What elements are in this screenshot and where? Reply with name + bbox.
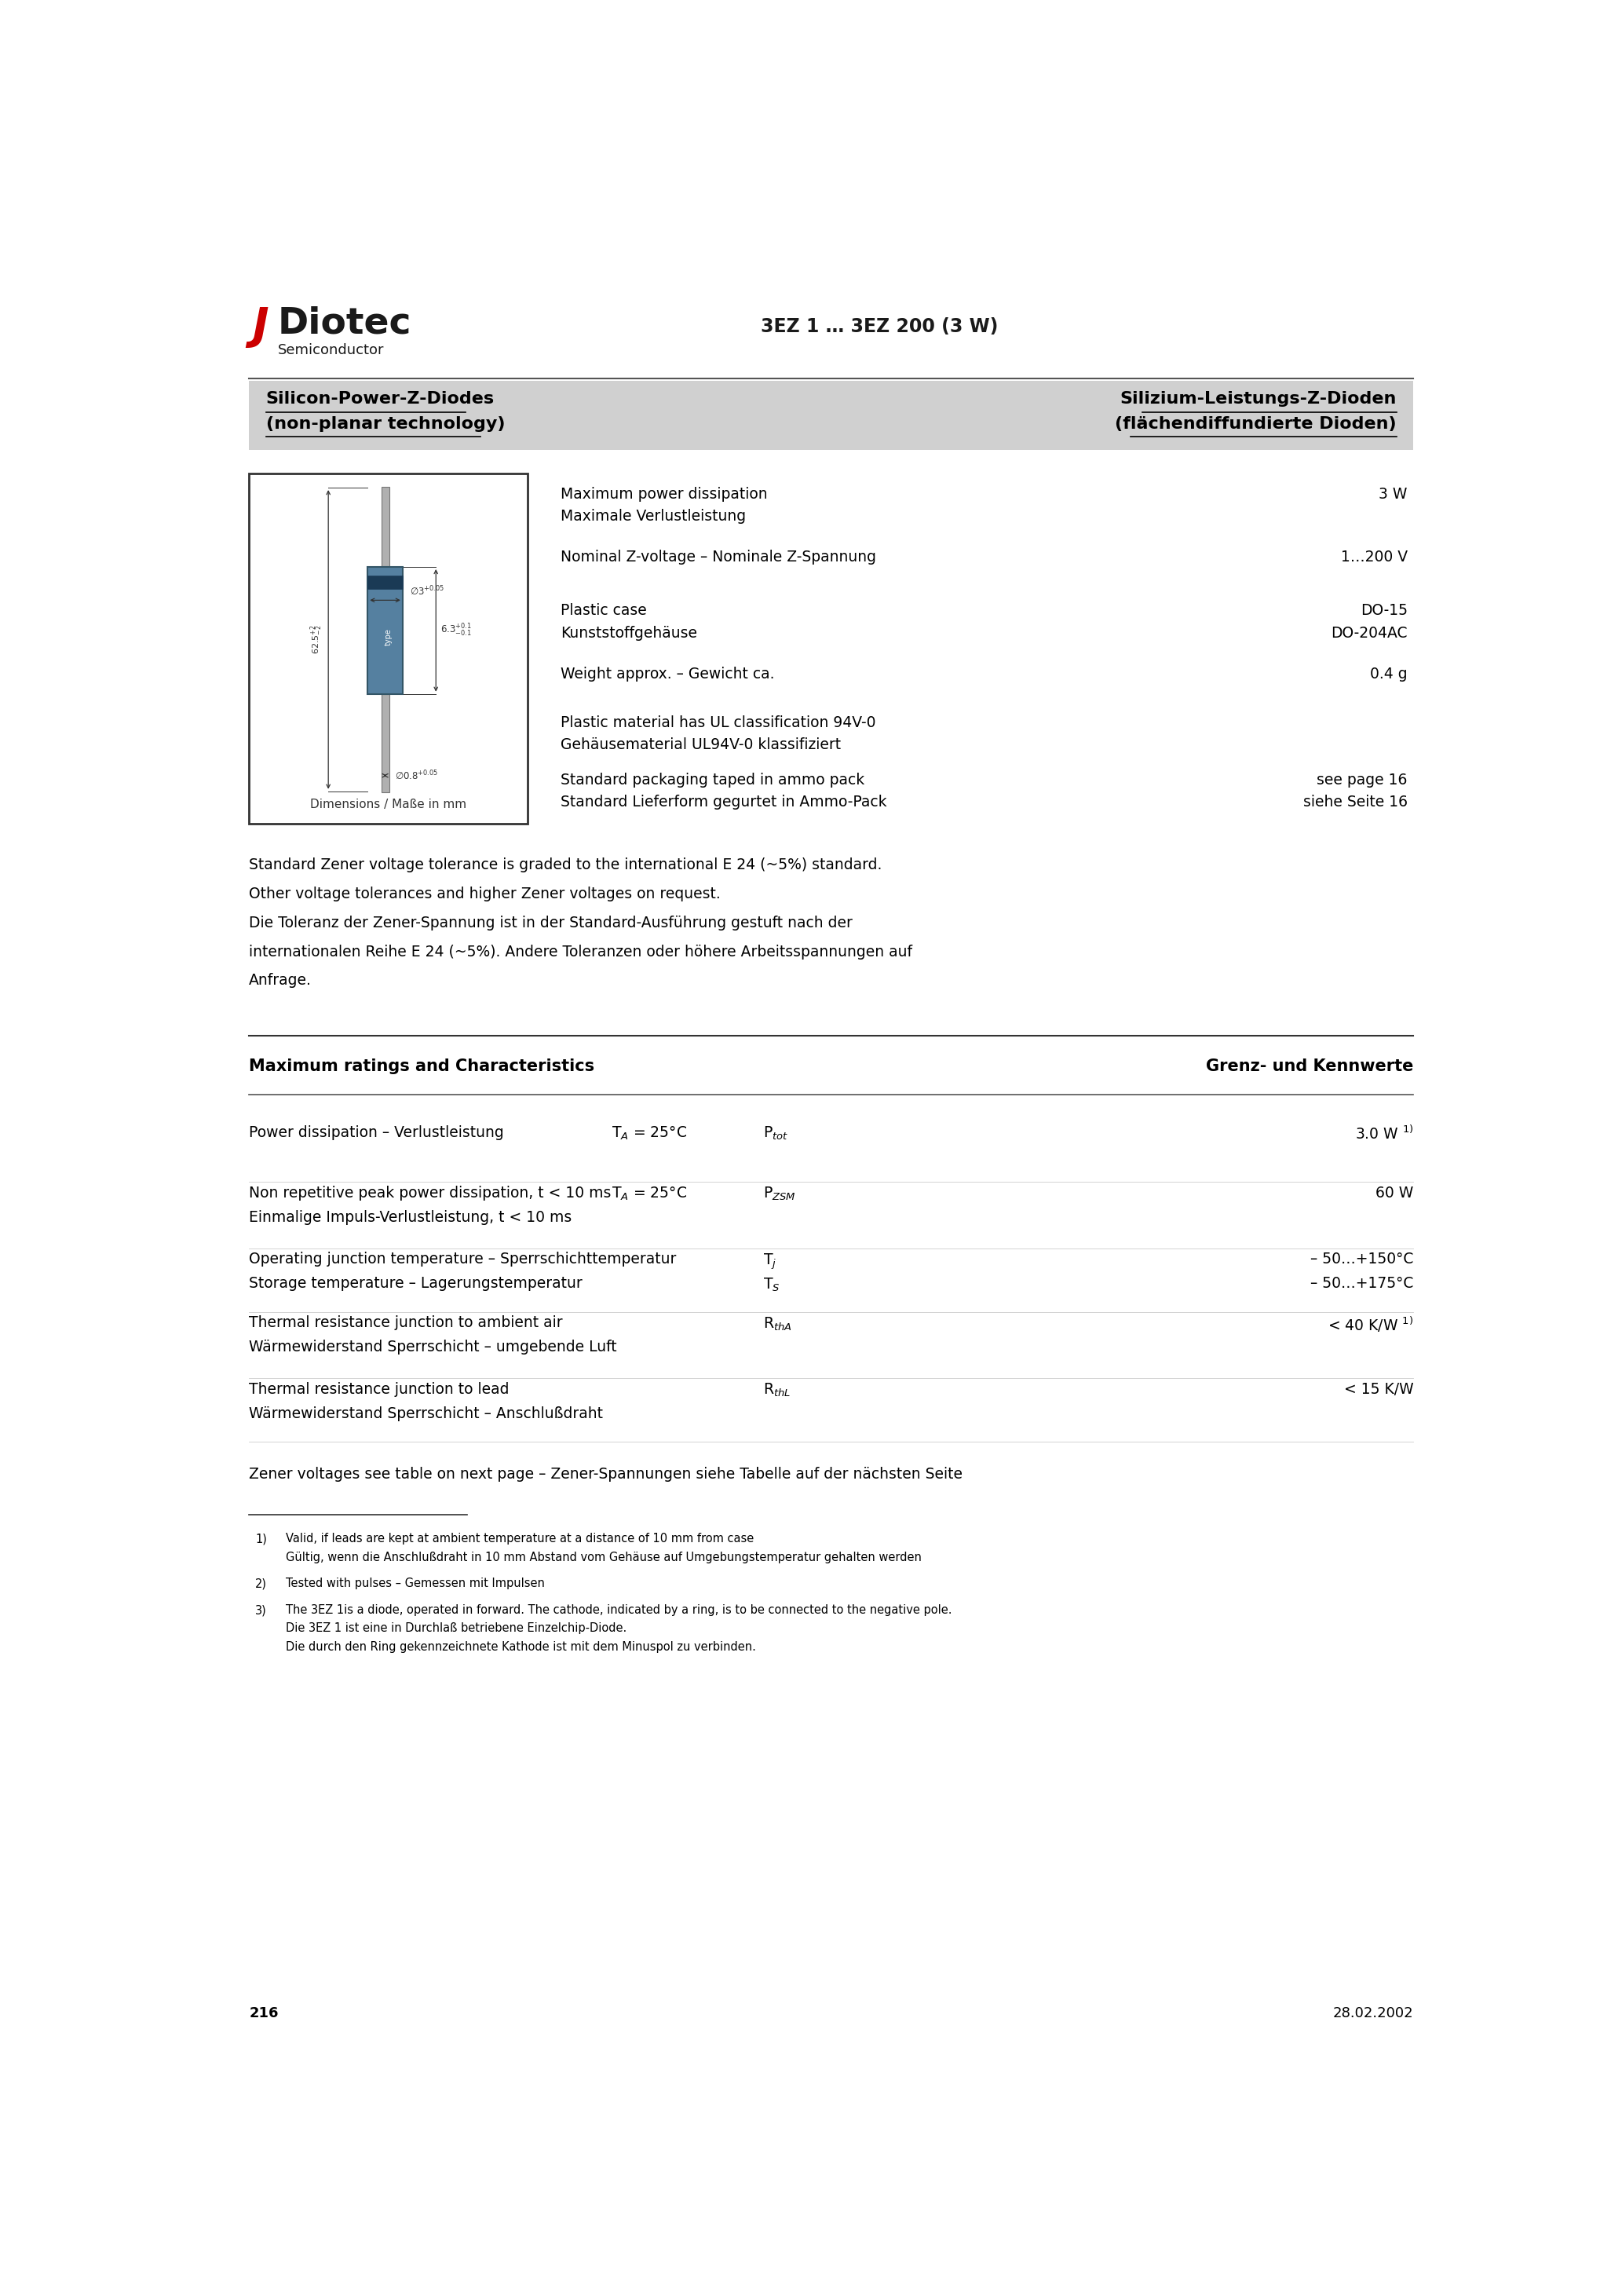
Text: 60 W: 60 W (1375, 1185, 1413, 1201)
Text: siehe Seite 16: siehe Seite 16 (1302, 794, 1408, 810)
Text: Non repetitive peak power dissipation, t < 10 ms: Non repetitive peak power dissipation, t… (250, 1185, 611, 1201)
Text: T$_j$: T$_j$ (762, 1251, 777, 1272)
Bar (368, 576, 402, 588)
Text: The 3EZ 1is a diode, operated in forward. The cathode, indicated by a ring, is t: The 3EZ 1is a diode, operated in forward… (285, 1605, 952, 1616)
Text: 1): 1) (255, 1534, 268, 1545)
Text: R$_{thA}$: R$_{thA}$ (762, 1316, 792, 1332)
Text: Dimensions / Maße in mm: Dimensions / Maße in mm (310, 799, 467, 810)
Text: J: J (251, 305, 268, 349)
Text: 6.3$^{+0.1}_{-0.1}$: 6.3$^{+0.1}_{-0.1}$ (441, 622, 472, 638)
Text: Wärmewiderstand Sperrschicht – Anschlußdraht: Wärmewiderstand Sperrschicht – Anschlußd… (250, 1405, 603, 1421)
Text: T$_A$ = 25°C: T$_A$ = 25°C (611, 1125, 688, 1141)
Text: Silizium-Leistungs-Z-Dioden: Silizium-Leistungs-Z-Dioden (1119, 390, 1397, 406)
Text: Einmalige Impuls-Verlustleistung, t < 10 ms: Einmalige Impuls-Verlustleistung, t < 10… (250, 1210, 573, 1224)
Text: Operating junction temperature – Sperrschichttemperatur: Operating junction temperature – Sperrsc… (250, 1251, 676, 1267)
Bar (381, 693, 389, 792)
Text: 3EZ 1 … 3EZ 200 (3 W): 3EZ 1 … 3EZ 200 (3 W) (761, 317, 998, 335)
Text: Plastic material has UL classification 94V-0: Plastic material has UL classification 9… (561, 714, 876, 730)
Text: Nominal Z-voltage – Nominale Z-Spannung: Nominal Z-voltage – Nominale Z-Spannung (561, 551, 876, 565)
Text: 2): 2) (255, 1577, 268, 1589)
Text: Die Toleranz der Zener-Spannung ist in der Standard-Ausführung gestuft nach der: Die Toleranz der Zener-Spannung ist in d… (250, 916, 853, 930)
Text: $\varnothing$3$^{+0.05}$: $\varnothing$3$^{+0.05}$ (410, 585, 444, 597)
Text: Zener voltages see table on next page – Zener-Spannungen siehe Tabelle auf der n: Zener voltages see table on next page – … (250, 1467, 963, 1481)
Text: Thermal resistance junction to ambient air: Thermal resistance junction to ambient a… (250, 1316, 563, 1329)
Text: Semiconductor: Semiconductor (277, 342, 384, 358)
Text: Silicon-Power-Z-Diodes: Silicon-Power-Z-Diodes (266, 390, 495, 406)
Text: Die durch den Ring gekennzeichnete Kathode ist mit dem Minuspol zu verbinden.: Die durch den Ring gekennzeichnete Katho… (285, 1642, 756, 1653)
Text: 216: 216 (250, 2007, 279, 2020)
Bar (250, 473, 527, 824)
Text: Anfrage.: Anfrage. (250, 974, 311, 987)
Text: Power dissipation – Verlustleistung: Power dissipation – Verlustleistung (250, 1125, 504, 1139)
Text: see page 16: see page 16 (1317, 771, 1408, 788)
Text: Valid, if leads are kept at ambient temperature at a distance of 10 mm from case: Valid, if leads are kept at ambient temp… (285, 1534, 754, 1545)
Text: Standard Lieferform gegurtet in Ammo-Pack: Standard Lieferform gegurtet in Ammo-Pac… (561, 794, 887, 810)
Text: Thermal resistance junction to lead: Thermal resistance junction to lead (250, 1382, 509, 1396)
Bar (368, 567, 402, 693)
Text: < 15 K/W: < 15 K/W (1345, 1382, 1413, 1396)
Text: Standard Zener voltage tolerance is graded to the international E 24 (~5%) stand: Standard Zener voltage tolerance is grad… (250, 856, 882, 872)
Text: 1…200 V: 1…200 V (1340, 551, 1408, 565)
Text: Weight approx. – Gewicht ca.: Weight approx. – Gewicht ca. (561, 666, 774, 682)
Text: 28.02.2002: 28.02.2002 (1333, 2007, 1413, 2020)
Text: Maximum ratings and Characteristics: Maximum ratings and Characteristics (250, 1058, 595, 1075)
Text: T$_S$: T$_S$ (762, 1277, 780, 1293)
Bar (250, 381, 1413, 450)
Text: Maximale Verlustleistung: Maximale Verlustleistung (561, 510, 746, 523)
Text: DO-15: DO-15 (1361, 604, 1408, 618)
Text: Die 3EZ 1 ist eine in Durchlaß betriebene Einzelchip-Diode.: Die 3EZ 1 ist eine in Durchlaß betrieben… (285, 1623, 626, 1635)
Text: $\varnothing$0.8$^{+0.05}$: $\varnothing$0.8$^{+0.05}$ (396, 769, 438, 783)
Text: (non-planar technology): (non-planar technology) (266, 416, 504, 432)
Text: – 50…+150°C: – 50…+150°C (1311, 1251, 1413, 1267)
Text: Maximum power dissipation: Maximum power dissipation (561, 487, 767, 501)
Text: 3): 3) (255, 1605, 266, 1616)
Text: Wärmewiderstand Sperrschicht – umgebende Luft: Wärmewiderstand Sperrschicht – umgebende… (250, 1339, 616, 1355)
Text: P$_{ZSM}$: P$_{ZSM}$ (762, 1185, 796, 1203)
Text: T$_A$ = 25°C: T$_A$ = 25°C (611, 1185, 688, 1203)
Text: Other voltage tolerances and higher Zener voltages on request.: Other voltage tolerances and higher Zene… (250, 886, 720, 900)
Text: Grenz- und Kennwerte: Grenz- und Kennwerte (1205, 1058, 1413, 1075)
Text: P$_{tot}$: P$_{tot}$ (762, 1125, 788, 1141)
Text: – 50…+175°C: – 50…+175°C (1311, 1277, 1413, 1290)
Text: 62.5$^{+2}_{-2}$: 62.5$^{+2}_{-2}$ (308, 625, 324, 654)
Text: Gültig, wenn die Anschlußdraht in 10 mm Abstand vom Gehäuse auf Umgebungstempera: Gültig, wenn die Anschlußdraht in 10 mm … (285, 1552, 921, 1564)
Text: R$_{thL}$: R$_{thL}$ (762, 1382, 790, 1398)
Text: (flächendiffundierte Dioden): (flächendiffundierte Dioden) (1114, 416, 1397, 432)
Text: Diotec: Diotec (277, 305, 412, 342)
Text: 3 W: 3 W (1379, 487, 1408, 501)
Text: Plastic case: Plastic case (561, 604, 647, 618)
Text: 3.0 W $^{1)}$: 3.0 W $^{1)}$ (1354, 1125, 1413, 1143)
Text: DO-204AC: DO-204AC (1330, 625, 1408, 641)
Text: internationalen Reihe E 24 (~5%). Andere Toleranzen oder höhere Arbeitsspannunge: internationalen Reihe E 24 (~5%). Andere… (250, 944, 913, 960)
Text: Storage temperature – Lagerungstemperatur: Storage temperature – Lagerungstemperatu… (250, 1277, 582, 1290)
Text: Gehäusematerial UL94V-0 klassifiziert: Gehäusematerial UL94V-0 klassifiziert (561, 737, 840, 753)
Text: Kunststoffgehäuse: Kunststoffgehäuse (561, 625, 697, 641)
Text: 0.4 g: 0.4 g (1371, 666, 1408, 682)
Text: < 40 K/W $^{1)}$: < 40 K/W $^{1)}$ (1328, 1316, 1413, 1334)
Bar (381, 487, 389, 567)
Text: type: type (384, 627, 393, 645)
Text: Tested with pulses – Gemessen mit Impulsen: Tested with pulses – Gemessen mit Impuls… (285, 1577, 545, 1589)
Text: Standard packaging taped in ammo pack: Standard packaging taped in ammo pack (561, 771, 865, 788)
